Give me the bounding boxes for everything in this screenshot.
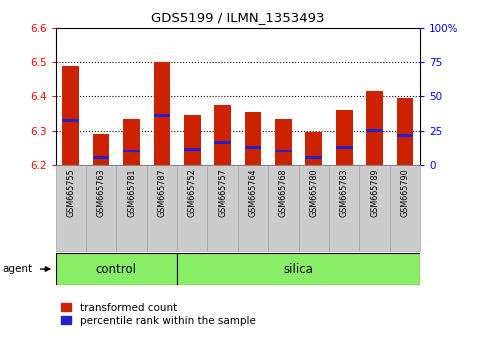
Bar (123, 150, 140, 152)
Bar (305, 156, 322, 159)
Bar (154, 62, 170, 165)
Bar (245, 112, 261, 165)
Bar (56, 165, 86, 251)
Text: GSM665790: GSM665790 (400, 168, 410, 217)
Bar (147, 165, 177, 251)
Bar (62, 66, 79, 165)
Bar (62, 119, 79, 122)
Bar (275, 150, 292, 152)
Text: GSM665763: GSM665763 (97, 168, 106, 217)
Bar (268, 165, 298, 251)
Bar (154, 114, 170, 116)
Bar (56, 253, 177, 285)
Legend: transformed count, percentile rank within the sample: transformed count, percentile rank withi… (61, 303, 256, 326)
Bar (390, 165, 420, 251)
Bar (275, 119, 292, 165)
Text: GDS5199 / ILMN_1353493: GDS5199 / ILMN_1353493 (151, 11, 325, 24)
Bar (359, 165, 390, 251)
Text: GSM665757: GSM665757 (218, 168, 227, 217)
Text: control: control (96, 263, 137, 275)
Bar (366, 129, 383, 132)
Bar (208, 165, 238, 251)
Bar (184, 148, 200, 151)
Bar (397, 98, 413, 165)
Text: GSM665781: GSM665781 (127, 168, 136, 217)
Bar (214, 141, 231, 144)
Text: GSM665783: GSM665783 (340, 168, 349, 217)
Text: GSM665780: GSM665780 (309, 168, 318, 217)
Bar (305, 132, 322, 165)
Bar (245, 146, 261, 149)
Text: GSM665787: GSM665787 (157, 168, 167, 217)
Bar (214, 105, 231, 165)
Bar (93, 156, 110, 159)
Text: silica: silica (284, 263, 313, 275)
Text: GSM665789: GSM665789 (370, 168, 379, 217)
Text: GSM665764: GSM665764 (249, 168, 257, 217)
Bar (123, 119, 140, 165)
Bar (336, 110, 353, 165)
Text: GSM665768: GSM665768 (279, 168, 288, 217)
Bar (93, 134, 110, 165)
Bar (184, 115, 200, 165)
Text: agent: agent (2, 264, 32, 274)
Bar (116, 165, 147, 251)
Bar (177, 165, 208, 251)
Bar (86, 165, 116, 251)
Bar (238, 165, 268, 251)
Bar (366, 91, 383, 165)
Bar (336, 146, 353, 149)
Text: GSM665752: GSM665752 (188, 168, 197, 217)
Text: GSM665755: GSM665755 (66, 168, 75, 217)
Bar (177, 253, 420, 285)
Bar (298, 165, 329, 251)
Bar (397, 134, 413, 137)
Bar (329, 165, 359, 251)
